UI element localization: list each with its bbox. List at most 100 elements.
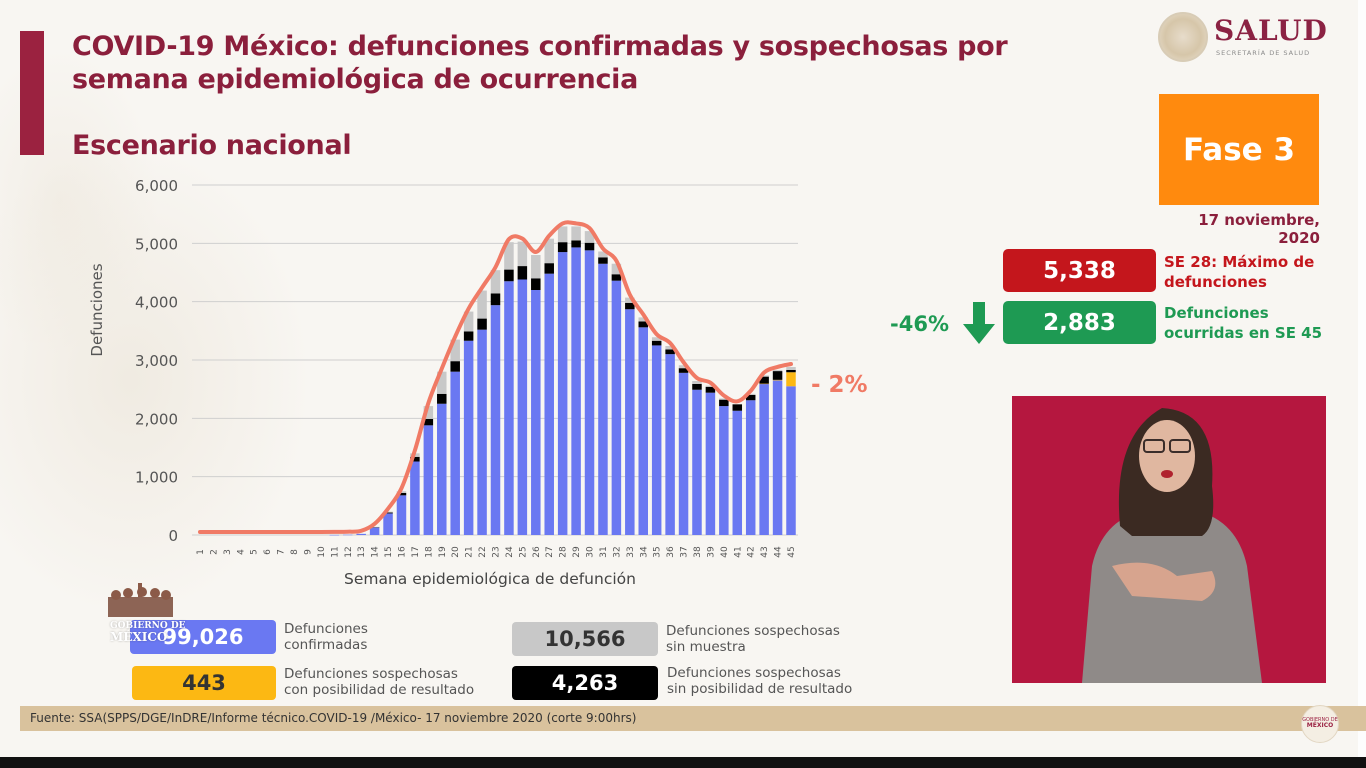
bar-segment [571, 226, 581, 241]
bar-segment [450, 361, 460, 372]
bar-segment [638, 317, 648, 322]
bar-segment [490, 305, 501, 535]
bar-segment [517, 266, 528, 280]
legend-confirmed-value: 99,026 [130, 620, 276, 654]
legend-no-possible-result-label: Defunciones sospechosas sin posibilidad … [667, 665, 852, 697]
bar-segment [504, 281, 514, 535]
bar-segment [786, 372, 796, 387]
source-footer: Fuente: SSA(SPPS/DGE/InDRE/Informe técni… [20, 706, 1366, 731]
x-tick-label: 10 [317, 546, 327, 558]
legend-with-possible-result-line1: Defunciones sospechosas [284, 666, 458, 682]
x-tick-label: 11 [330, 546, 340, 557]
bar-segment [477, 318, 487, 330]
legend-confirmed-line1: Defunciones [284, 621, 368, 637]
salud-logo-text: SALUD [1214, 14, 1328, 47]
overlay-logo-line2: MÉXICO [110, 630, 168, 644]
bar-segment [517, 279, 528, 535]
bar-segment [772, 371, 783, 380]
bar-segment [651, 337, 662, 341]
bar-segment [504, 269, 514, 282]
bar-segment [665, 346, 675, 350]
bar-segment [463, 340, 474, 535]
bar-segment [437, 393, 447, 404]
bar-segment [651, 340, 662, 346]
x-tick-label: 26 [532, 546, 542, 558]
bar-segment [611, 280, 622, 535]
bar-segment [410, 456, 420, 462]
report-date: 17 noviembre, 2020 [1198, 211, 1320, 247]
bar-segment [692, 389, 702, 535]
x-tick-label: 12 [344, 546, 354, 557]
bar-segment [625, 302, 635, 310]
bar-segment [504, 242, 514, 270]
legend-confirmed-label: Defunciones confirmadas [284, 621, 368, 653]
x-tick-label: 9 [303, 549, 313, 555]
government-heroes-logo-icon [108, 583, 173, 617]
x-tick-label: 4 [236, 549, 246, 555]
x-tick-label: 34 [639, 546, 649, 558]
current-deaths-label-line1: Defunciones [1164, 304, 1269, 322]
bar-segment [557, 226, 568, 243]
x-tick-label: 5 [250, 549, 260, 555]
bar-segment [678, 372, 689, 535]
bar-segment [692, 381, 702, 384]
max-deaths-label-line1: SE 28: Máximo de [1164, 253, 1315, 271]
max-deaths-value: 5,338 [1003, 249, 1156, 292]
x-tick-label: 43 [760, 546, 770, 557]
bar-segment [638, 321, 648, 328]
bar-segment [544, 238, 554, 264]
phase-badge: Fase 3 [1159, 94, 1319, 205]
x-tick-label: 36 [666, 546, 676, 558]
legend-with-possible-result-value: 443 [132, 666, 276, 700]
bar-segment [517, 241, 528, 267]
max-deaths-label-line2: defunciones [1164, 273, 1267, 291]
bar-segment [678, 365, 689, 369]
bar-segment [759, 376, 769, 384]
bar-segment [584, 242, 595, 251]
bar-segment [383, 512, 393, 514]
bar-segment [369, 526, 380, 528]
y-tick-label: 1,000 [135, 469, 178, 487]
bar-segment [705, 392, 716, 535]
x-tick-label: 8 [290, 549, 300, 555]
y-tick-label: 2,000 [135, 410, 178, 428]
x-tick-label: 31 [599, 546, 609, 557]
legend-with-possible-result-label: Defunciones sospechosas con posibilidad … [284, 666, 474, 698]
bar-segment [705, 385, 716, 387]
max-deaths-label: SE 28: Máximo de defunciones [1164, 252, 1314, 292]
x-tick-label: 39 [706, 546, 716, 558]
x-tick-label: 30 [586, 546, 596, 558]
bar-segment [383, 511, 393, 513]
bar-segment [423, 425, 434, 535]
bar-segment [611, 263, 622, 275]
bar-segment [786, 386, 796, 535]
y-tick-label: 4,000 [135, 294, 178, 312]
x-tick-label: 37 [680, 546, 690, 557]
legend-no-sample-line2: sin muestra [666, 639, 746, 655]
x-tick-label: 3 [223, 549, 233, 555]
x-tick-label: 28 [559, 546, 569, 558]
bar-segment [759, 375, 769, 377]
bar-segment [772, 380, 783, 535]
y-tick-label: 3,000 [135, 352, 178, 370]
current-deaths-label-line2: ocurridas en SE 45 [1164, 324, 1323, 342]
bar-segment [557, 242, 568, 253]
bar-segment [571, 247, 581, 535]
bar-segment [544, 263, 554, 274]
y-tick-label: 5,000 [135, 235, 178, 253]
y-tick-label: 6,000 [135, 177, 178, 195]
x-tick-label: 33 [626, 546, 636, 557]
x-tick-label: 41 [733, 546, 743, 557]
y-axis-label: Defunciones [88, 263, 106, 357]
bar-segment [571, 240, 581, 248]
national-seal-icon [1158, 12, 1208, 62]
bar-segment [625, 297, 635, 303]
bar-segment [625, 309, 635, 535]
legend-no-possible-result-line2: sin posibilidad de resultado [667, 681, 853, 697]
bar-segment [598, 257, 608, 264]
bar-segment [383, 513, 393, 535]
right-edge [1358, 0, 1366, 757]
bar-segment [732, 410, 743, 535]
salud-logo-subtext: SECRETARÍA DE SALUD [1216, 49, 1311, 57]
